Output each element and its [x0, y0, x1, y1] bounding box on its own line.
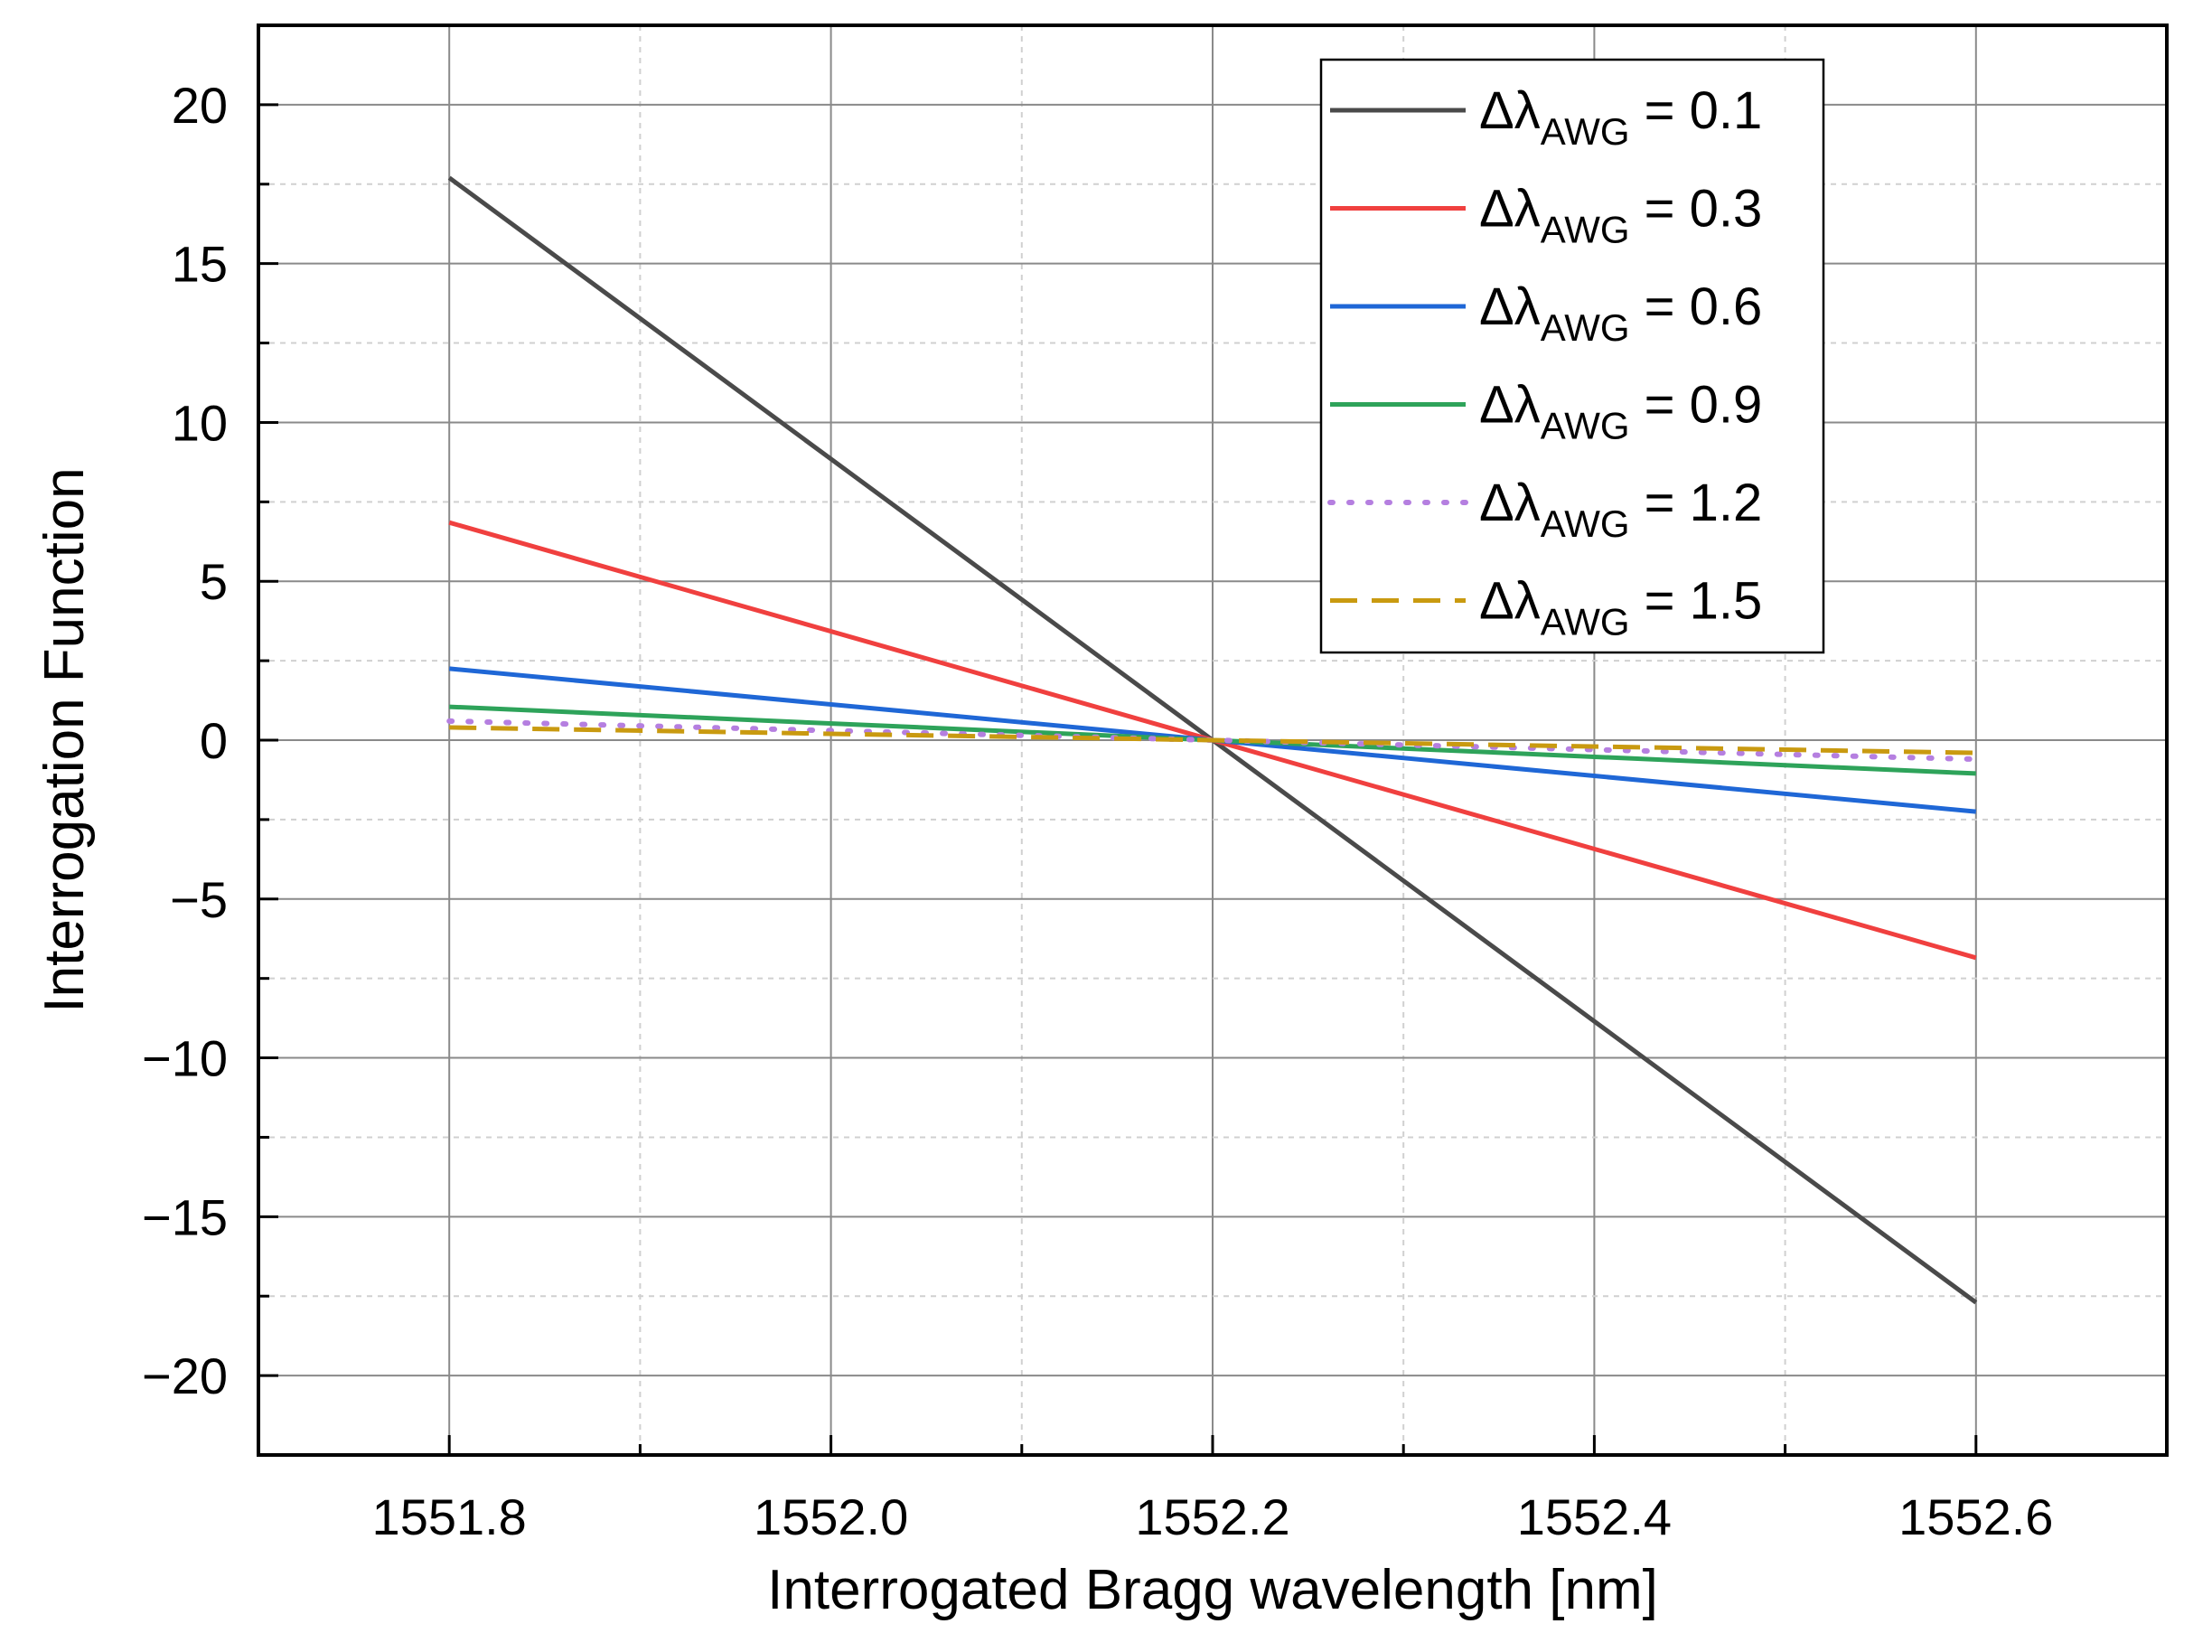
- legend: ΔλAWG = 0.1 ΔλAWG = 0.3 ΔλAWG = 0.6 ΔλAWG =…: [1319, 58, 1825, 654]
- legend-label: ΔλAWG = 0.3: [1479, 180, 1762, 251]
- legend-box: [1319, 58, 1825, 654]
- legend-label: ΔλAWG = 0.6: [1479, 277, 1762, 349]
- y-tick-label: 5: [200, 553, 228, 610]
- x-tick-label: 1552.0: [754, 1488, 908, 1545]
- y-tick-label: 15: [172, 236, 228, 293]
- legend-label: ΔλAWG = 0.9: [1479, 376, 1762, 447]
- x-axis-title: Interrogated Bragg wavelength [nm]: [767, 1559, 1658, 1621]
- x-tick-label: 1552.6: [1898, 1488, 2053, 1545]
- x-tick-label: 1552.2: [1135, 1488, 1289, 1545]
- y-tick-label: 10: [172, 394, 228, 451]
- series-layer: [446, 175, 1979, 1305]
- x-tick-label: 1552.4: [1517, 1488, 1672, 1545]
- tick-layer: 1551.8 1552.0 1552.2 1552.4 1552.6 −20 −15 −10 −…: [142, 77, 2053, 1545]
- y-tick-label: −20: [142, 1347, 228, 1404]
- y-tick-label: 0: [200, 712, 228, 769]
- series-line-1-5: [449, 725, 1976, 756]
- y-tick-label: 20: [172, 77, 228, 134]
- legend-label: ΔλAWG = 0.1: [1479, 81, 1762, 153]
- legend-label: ΔλAWG = 1.2: [1479, 474, 1762, 545]
- y-axis-title: Interrogation Function: [33, 467, 96, 1012]
- y-tick-label: −10: [142, 1030, 228, 1087]
- y-tick-label: −15: [142, 1188, 228, 1245]
- x-tick-label: 1551.8: [372, 1488, 527, 1545]
- y-tick-label: −5: [170, 871, 228, 928]
- legend-label: ΔλAWG = 1.5: [1479, 572, 1762, 643]
- grid-layer: [258, 25, 2167, 1455]
